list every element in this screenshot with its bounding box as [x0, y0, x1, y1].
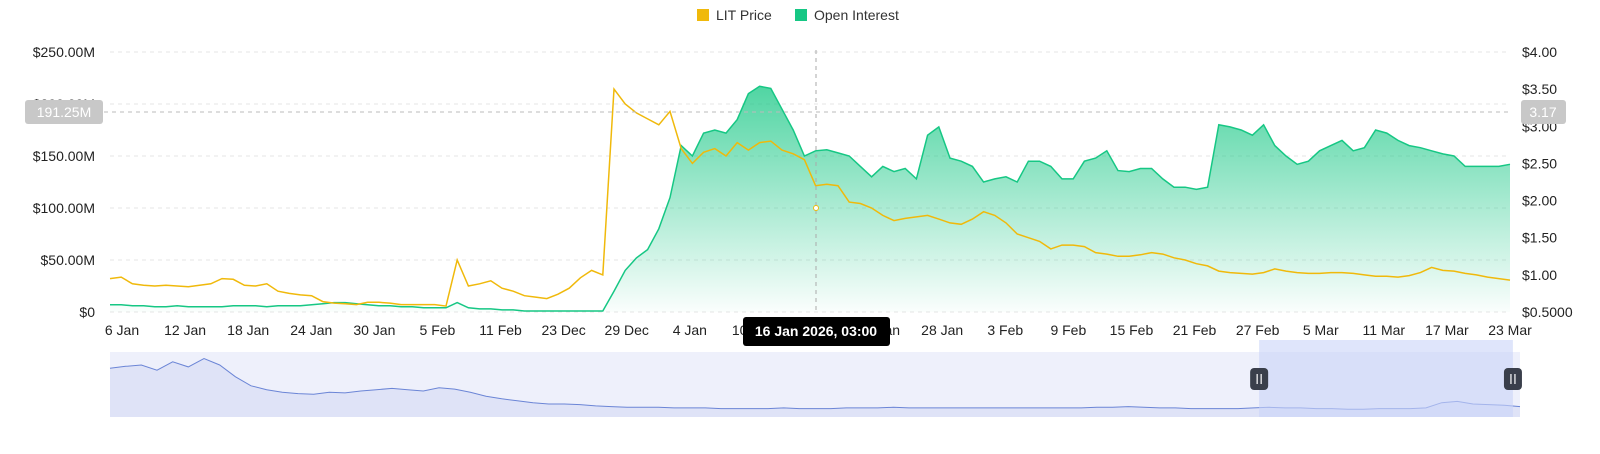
- crosshair-tooltip-label: 16 Jan 2026, 03:00: [755, 323, 877, 339]
- x-tick-label: 23 Dec: [541, 322, 585, 338]
- x-tick-label: 3 Feb: [987, 322, 1023, 338]
- x-tick-label: 15 Feb: [1110, 322, 1154, 338]
- legend-item-open-interest[interactable]: Open Interest: [795, 7, 899, 23]
- legend-label-lit-price: LIT Price: [716, 7, 772, 23]
- x-tick-label: 29 Dec: [605, 322, 649, 338]
- crosshair-tooltip-box: [743, 317, 890, 346]
- x-tick-label: 28 Jan: [921, 322, 963, 338]
- y-right-tick-label: $0.5000: [1522, 304, 1573, 320]
- navigator-handle-right[interactable]: [1503, 368, 1522, 390]
- y-axis-left: $250.00M$200.00M$150.00M$100.00M$50.00M$…: [33, 44, 95, 320]
- series-open-interest-area: [110, 86, 1510, 312]
- x-tick-label: 12 Jan: [164, 322, 206, 338]
- crosshair-right-value: 3.17: [1529, 104, 1556, 120]
- x-tick-label: 30 Jan: [353, 322, 395, 338]
- x-tick-label: 24 Jan: [290, 322, 332, 338]
- x-axis: 6 Jan 12 Jan 18 Jan 24 Jan 30 Jan 5 Feb 11 Feb…: [105, 322, 1532, 338]
- legend-swatch-open-interest: [795, 9, 807, 21]
- crosshair-left-badge: [25, 100, 103, 124]
- legend-swatch-lit-price: [697, 9, 709, 21]
- x-tick-label: 4 Jan: [673, 322, 707, 338]
- navigator-area: [110, 358, 1520, 417]
- x-tick-label: 5 Mar: [1303, 322, 1339, 338]
- x-tick-label: 11 Mar: [1363, 322, 1406, 338]
- x-tick-label: 5 Feb: [420, 322, 456, 338]
- y-left-tick-label: $150.00M: [33, 148, 95, 164]
- handle-grip[interactable]: [1250, 368, 1269, 390]
- handle-grip[interactable]: [1503, 368, 1522, 390]
- legend-item-lit-price[interactable]: LIT Price: [697, 7, 772, 23]
- y-left-tick-label: $250.00M: [33, 44, 95, 60]
- series-open-interest-line: [110, 85, 1511, 312]
- crosshair-point: [813, 205, 819, 211]
- navigator[interactable]: [109, 340, 1522, 417]
- legend: LIT Price Open Interest: [697, 7, 899, 23]
- x-tick-label: 9 Feb: [1050, 322, 1086, 338]
- y-right-tick-label: $2.50: [1522, 155, 1557, 171]
- x-tick-label: 17 Mar: [1425, 322, 1469, 338]
- navigator-selection[interactable]: [1259, 340, 1513, 417]
- series-lit-price-line: [109, 87, 1511, 307]
- crosshair: 191.25M 3.17 16 Jan 2026, 03:00: [25, 50, 1566, 346]
- y-right-tick-label: $2.00: [1522, 193, 1557, 209]
- navigator-handle-left[interactable]: [1250, 368, 1269, 390]
- y-right-tick-label: $1.50: [1522, 230, 1557, 246]
- x-tick-label: 6 Jan: [105, 322, 139, 338]
- x-tick-label: 18 Jan: [227, 322, 269, 338]
- y-axis-right: $4.00$3.50$3.00$2.50$2.00$1.50$1.00$0.50…: [1522, 44, 1573, 320]
- crosshair-right-badge: [1521, 100, 1566, 124]
- y-right-tick-label: $4.00: [1522, 44, 1557, 60]
- crosshair-left-value: 191.25M: [37, 104, 91, 120]
- y-left-tick-label: $100.00M: [33, 200, 95, 216]
- x-tick-label: 21 Feb: [1173, 322, 1217, 338]
- x-tick-label: 27 Feb: [1236, 322, 1280, 338]
- y-left-tick-label: $0: [79, 304, 95, 320]
- y-left-tick-label: $50.00M: [41, 252, 95, 268]
- y-right-tick-label: $1.00: [1522, 267, 1557, 283]
- y-right-tick-label: $3.50: [1522, 81, 1557, 97]
- x-tick-label: 11 Feb: [479, 322, 522, 338]
- x-tick-label: 23 Mar: [1488, 322, 1532, 338]
- legend-label-open-interest: Open Interest: [814, 7, 899, 23]
